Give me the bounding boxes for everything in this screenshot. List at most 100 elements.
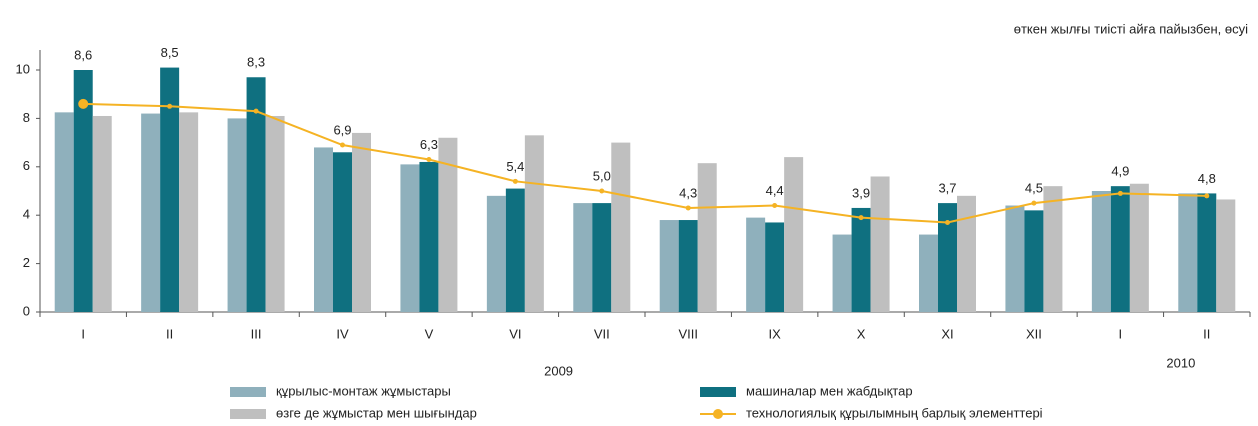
bar xyxy=(505,188,525,312)
line-point xyxy=(599,188,605,194)
line-point xyxy=(945,219,950,225)
bar xyxy=(141,113,161,312)
data-label: 4,3 xyxy=(679,185,697,200)
bar xyxy=(1197,193,1217,312)
data-label: 5,4 xyxy=(506,159,524,174)
bar xyxy=(746,217,766,312)
line-point xyxy=(1031,200,1037,206)
bar xyxy=(54,112,74,312)
line-point xyxy=(858,215,864,221)
legend-swatch xyxy=(700,387,736,397)
bar xyxy=(179,112,199,312)
bar xyxy=(333,152,352,312)
bar xyxy=(419,161,439,312)
bar xyxy=(73,70,93,312)
bar xyxy=(697,163,717,312)
bar xyxy=(1110,186,1130,312)
line xyxy=(83,102,1207,224)
bar xyxy=(246,77,266,312)
data-label: 8,6 xyxy=(74,47,92,62)
legend-label: технологиялық құрылымның барлық элементт… xyxy=(746,405,1043,420)
bar xyxy=(486,195,506,312)
x-tick-label: II xyxy=(1203,326,1210,341)
chart-subtitle: өткен жылғы тиісті айға пайызбен, өсуі xyxy=(1014,21,1248,36)
bar xyxy=(400,164,420,312)
data-label: 4,4 xyxy=(766,183,784,198)
line-point xyxy=(685,205,691,211)
bar xyxy=(851,207,871,312)
x-tick-label: IX xyxy=(768,326,781,341)
bar xyxy=(592,203,612,312)
line-point xyxy=(340,142,345,148)
bar xyxy=(573,203,593,312)
data-label: 8,5 xyxy=(161,45,179,60)
bar xyxy=(611,142,631,312)
data-label: 3,9 xyxy=(852,185,870,200)
bar xyxy=(957,195,976,312)
bar xyxy=(1043,186,1063,312)
bar xyxy=(352,132,371,312)
x-tick-label: VIII xyxy=(678,326,698,341)
bar xyxy=(765,222,785,312)
data-label: 4,8 xyxy=(1198,171,1216,186)
data-label: 3,7 xyxy=(938,181,956,196)
bar xyxy=(92,115,112,312)
y-tick-label: 2 xyxy=(23,255,30,270)
x-tick-label: VI xyxy=(509,326,521,341)
data-label: 4,9 xyxy=(1111,164,1129,179)
y-tick-label: 4 xyxy=(23,207,30,222)
line-point xyxy=(772,203,778,209)
x-tick-label: V xyxy=(425,326,434,341)
bar xyxy=(524,135,544,312)
y-tick-label: 0 xyxy=(23,303,30,318)
y-tick-label: 8 xyxy=(23,110,30,125)
data-label: 6,3 xyxy=(420,137,438,152)
x-tick-label: III xyxy=(251,326,262,341)
x-tick-label: VII xyxy=(594,326,610,341)
x-tick-label: II xyxy=(166,326,173,341)
bar xyxy=(1024,210,1044,312)
legend-swatch xyxy=(230,409,266,419)
legend-label: өзге де жұмыстар мен шығындар xyxy=(276,405,477,420)
line-point xyxy=(426,157,432,163)
x-tick-label: XII xyxy=(1026,326,1042,341)
bar xyxy=(438,137,458,312)
data-label: 8,3 xyxy=(247,55,265,70)
y-tick-label: 6 xyxy=(23,158,30,173)
bar xyxy=(1178,193,1198,312)
group-label: 2009 xyxy=(544,363,573,378)
legend-swatch xyxy=(713,409,723,419)
bar xyxy=(227,118,247,313)
bar xyxy=(265,115,285,312)
bar xyxy=(678,220,698,312)
bar xyxy=(1091,191,1111,312)
line-point xyxy=(167,103,173,109)
bar xyxy=(784,157,804,312)
data-label: 5,0 xyxy=(593,168,611,183)
x-tick-label: I xyxy=(81,326,85,341)
legend-label: құрылыс-монтаж жұмыстары xyxy=(276,383,451,398)
bar xyxy=(919,234,938,312)
legend-swatch xyxy=(230,387,266,397)
x-tick-label: IV xyxy=(336,326,349,341)
bar xyxy=(832,234,852,312)
bar xyxy=(1216,199,1236,312)
line-point xyxy=(78,98,89,109)
line-point xyxy=(1117,190,1123,196)
data-label: 6,9 xyxy=(333,122,351,137)
y-tick-label: 10 xyxy=(16,61,30,76)
bar xyxy=(870,176,890,312)
x-tick-label: XI xyxy=(941,326,953,341)
x-tick-label: I xyxy=(1119,326,1123,341)
bar xyxy=(659,220,679,312)
line-point xyxy=(253,108,259,114)
group-label: 2010 xyxy=(1166,355,1195,370)
bar xyxy=(314,147,333,312)
bar xyxy=(938,203,957,312)
data-label: 4,5 xyxy=(1025,181,1043,196)
line-point xyxy=(512,178,518,184)
legend-label: машиналар мен жабдықтар xyxy=(746,383,913,398)
x-tick-label: X xyxy=(857,326,866,341)
bar xyxy=(160,67,180,312)
